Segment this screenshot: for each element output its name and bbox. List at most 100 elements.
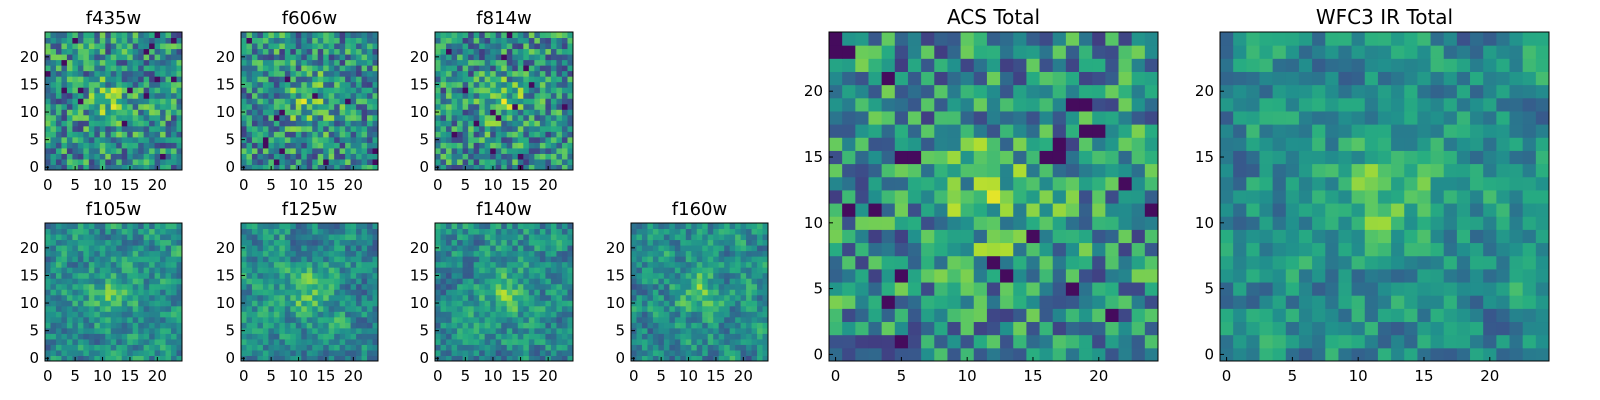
heatmap-cell — [246, 300, 253, 307]
heatmap-cell — [746, 300, 753, 307]
heatmap-cell — [312, 344, 319, 351]
heatmap-cell — [685, 239, 692, 246]
heatmap-cell — [934, 203, 948, 217]
heatmap-cell — [484, 333, 491, 340]
heatmap-cell — [534, 98, 541, 105]
heatmap-cell — [473, 54, 480, 61]
heatmap-cell — [907, 229, 922, 244]
heatmap-cell — [451, 261, 458, 268]
heatmap-cell — [50, 322, 57, 329]
heatmap-cell — [1131, 242, 1146, 257]
heatmap-cell — [462, 125, 469, 132]
heatmap-cell — [290, 76, 297, 83]
heatmap-cell — [295, 109, 302, 116]
heatmap-cell — [284, 37, 291, 44]
heatmap-cell — [99, 234, 106, 241]
heatmap-cell — [334, 131, 341, 138]
heatmap-cell — [83, 239, 90, 246]
heatmap-cell — [1026, 150, 1041, 165]
heatmap-cell — [99, 103, 106, 110]
heatmap-cell — [669, 344, 676, 351]
heatmap-cell — [361, 48, 368, 55]
heatmap-cell — [72, 272, 79, 279]
heatmap-cell — [550, 344, 557, 351]
heatmap-cell — [440, 289, 447, 296]
heatmap-cell — [83, 283, 90, 290]
heatmap-cell — [479, 125, 486, 132]
heatmap-cell — [306, 125, 313, 132]
heatmap-cell — [121, 278, 128, 285]
heatmap-cell — [176, 245, 183, 252]
heatmap-cell — [345, 59, 352, 66]
heatmap-cell — [77, 245, 84, 252]
heatmap-cell — [50, 250, 57, 257]
heatmap-cell — [729, 283, 736, 290]
heatmap-cell — [517, 70, 524, 77]
heatmap-cell — [490, 316, 497, 323]
heatmap-cell — [94, 239, 101, 246]
heatmap-cell — [328, 65, 335, 72]
heatmap-cell — [290, 158, 297, 165]
y-tick-label: 20 — [216, 239, 235, 257]
heatmap-cell — [334, 65, 341, 72]
heatmap-cell — [446, 136, 453, 143]
heatmap-cell — [631, 267, 637, 274]
heatmap-cell — [986, 203, 1001, 217]
x-tick-label: 0 — [43, 367, 53, 385]
heatmap-cell — [132, 120, 139, 127]
heatmap-cell — [154, 136, 161, 143]
heatmap-cell — [257, 311, 264, 318]
heatmap-cell — [446, 153, 453, 160]
heatmap-cell — [490, 158, 497, 165]
heatmap-cell — [50, 81, 57, 88]
heatmap-cell — [171, 98, 178, 105]
heatmap-cell — [171, 164, 178, 171]
heatmap-cell — [1013, 268, 1027, 283]
heatmap-cell — [1079, 282, 1093, 296]
heatmap-cell — [127, 120, 134, 127]
heatmap-cell — [446, 32, 453, 39]
heatmap-cell — [718, 322, 725, 329]
heatmap-cell — [1092, 176, 1106, 191]
heatmap-cell — [105, 223, 112, 230]
heatmap-cell — [50, 114, 57, 121]
heatmap-cell — [658, 234, 665, 241]
heatmap-cell — [334, 120, 341, 127]
heatmap-cell — [284, 48, 291, 55]
heatmap-cell — [290, 344, 297, 351]
heatmap-cell — [50, 147, 57, 154]
heatmap-cell — [328, 344, 335, 351]
heatmap-cell — [356, 32, 363, 39]
heatmap-cell — [116, 327, 123, 334]
heatmap-cell — [517, 300, 524, 307]
heatmap-cell — [301, 289, 308, 296]
heatmap-cell — [165, 92, 172, 99]
y-tick-label: 10 — [216, 294, 235, 312]
heatmap-cell — [762, 283, 769, 290]
heatmap-cell — [501, 114, 508, 121]
heatmap-cell — [262, 54, 269, 61]
heatmap-cell — [829, 124, 843, 138]
heatmap-cell — [55, 355, 62, 362]
heatmap-cell — [317, 65, 324, 72]
heatmap-cell — [171, 114, 178, 121]
heatmap-cell — [512, 327, 519, 334]
heatmap-cell — [132, 316, 139, 323]
heatmap-cell — [907, 124, 922, 138]
heatmap-cell — [323, 322, 330, 329]
heatmap-cell — [669, 300, 676, 307]
heatmap-cell — [457, 81, 464, 88]
heatmap-cell — [631, 250, 637, 257]
heatmap-cell — [323, 250, 330, 257]
heatmap-cell — [241, 261, 247, 268]
heatmap-cell — [171, 267, 178, 274]
heatmap-cell — [154, 338, 161, 345]
heatmap-cell — [138, 65, 145, 72]
heatmap-cell — [83, 92, 90, 99]
heatmap-cell — [718, 245, 725, 252]
heatmap-cell — [317, 333, 324, 340]
heatmap-cell — [490, 70, 497, 77]
heatmap-cell — [138, 114, 145, 121]
heatmap-cell — [446, 261, 453, 268]
heatmap-cell — [567, 322, 574, 329]
